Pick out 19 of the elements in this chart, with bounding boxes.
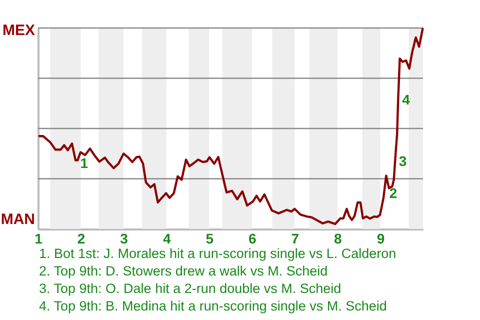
x-tick-label: 5 (206, 230, 214, 246)
x-tick-label: 1 (34, 230, 43, 246)
x-tick-label: 6 (248, 230, 256, 246)
x-tick-label: 7 (291, 230, 300, 246)
text: MEX (2, 22, 35, 39)
text: 3. Top 9th: O. Dale hit a 2-run double vs M. Scheid (39, 281, 342, 296)
x-tick-label: 8 (334, 230, 342, 246)
annotation: 3 (398, 153, 407, 170)
annotation: 1 (80, 155, 88, 172)
text: MAN (0, 211, 35, 228)
x-tick-label: 4 (162, 230, 171, 246)
x-tick-label: 3 (120, 230, 128, 246)
x-tick-label: 2 (77, 230, 86, 246)
annotation: 2 (389, 184, 398, 201)
text: 1. Bot 1st: J. Morales hit a run-scoring single vs L. Calderon (39, 246, 396, 261)
x-tick-label: 9 (376, 230, 385, 246)
text: 4. Top 9th: B. Medina hit a run-scoring single vs M. Scheid (39, 298, 387, 314)
text: 2. Top 9th: D. Stowers drew a walk vs M. Scheid (39, 264, 328, 278)
annotation: 4 (402, 91, 410, 108)
